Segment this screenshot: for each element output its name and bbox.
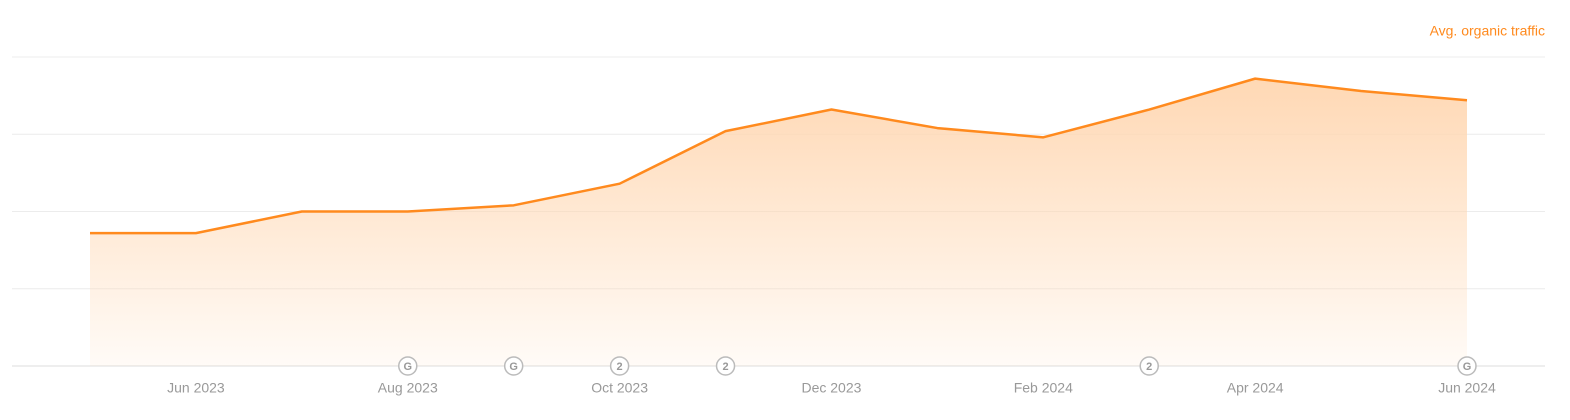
event-label: 2 [617, 361, 623, 373]
event-label: 2 [722, 361, 728, 373]
event-marker [503, 356, 524, 376]
area-fill [90, 78, 1467, 366]
x-tick-label: Jun 2023 [167, 380, 225, 396]
event-marker [398, 356, 418, 376]
event-label: G [1463, 361, 1472, 373]
event-marker [609, 356, 630, 376]
x-tick-label: Apr 2024 [1227, 380, 1284, 396]
event-marker [1457, 356, 1477, 376]
event-label: G [403, 361, 412, 373]
event-marker [715, 356, 736, 376]
x-tick-label: Dec 2023 [801, 380, 861, 396]
area-line [90, 77, 1468, 235]
x-tick-label: Aug 2023 [378, 380, 438, 396]
legend-label: Avg. organic traffic [1430, 23, 1545, 39]
x-tick-label: Jun 2024 [1438, 380, 1496, 396]
event-label: G [509, 361, 518, 373]
x-tick-label: Feb 2024 [1014, 380, 1073, 396]
event-marker [1139, 356, 1159, 376]
event-label: 2 [1146, 361, 1152, 373]
x-tick-label: Oct 2023 [591, 380, 648, 396]
